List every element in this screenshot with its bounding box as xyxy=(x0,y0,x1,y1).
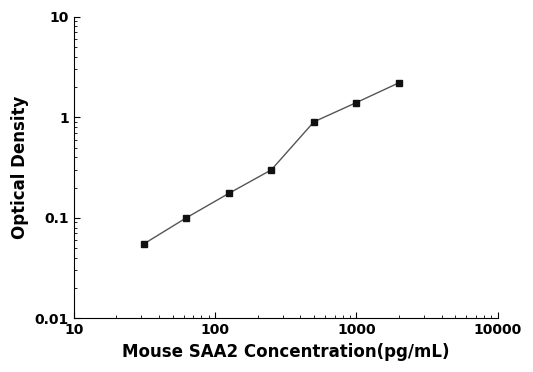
X-axis label: Mouse SAA2 Concentration(pg/mL): Mouse SAA2 Concentration(pg/mL) xyxy=(122,343,449,361)
Y-axis label: Optical Density: Optical Density xyxy=(11,96,29,239)
